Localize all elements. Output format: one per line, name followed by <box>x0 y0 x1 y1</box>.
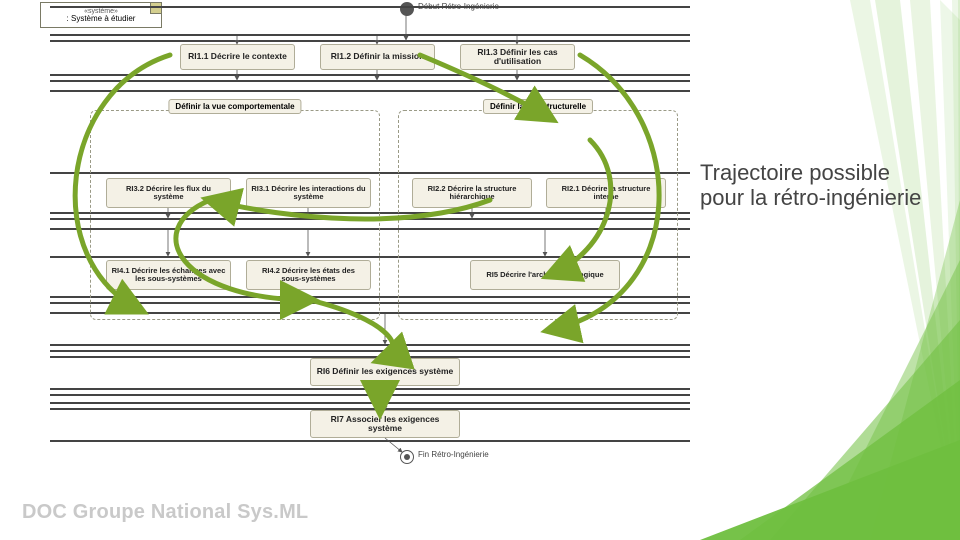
activity-ri1-2: RI1.2 Définir la mission <box>320 44 435 70</box>
corner-accent <box>700 0 960 540</box>
activity-ri3-2: RI3.2 Décrire les flux du système <box>106 178 231 208</box>
end-label: Fin Rétro-Ingénierie <box>418 450 489 459</box>
region-right-title: Définir la vue structurelle <box>483 99 593 114</box>
activity-ri4-2: RI4.2 Décrire les états des sous-système… <box>246 260 371 290</box>
activity-ri2-2: RI2.2 Décrire la structure hiérarchique <box>412 178 532 208</box>
activity-ri5: RI5 Décrire l'architecture logique <box>470 260 620 290</box>
swim-lane <box>50 344 690 352</box>
swim-lane <box>50 6 690 36</box>
activity-ri6: RI6 Définir les exigences système <box>310 358 460 386</box>
swim-lane <box>50 80 690 92</box>
slide-title: Trajectoire possible pour la rétro-ingén… <box>700 160 930 211</box>
activity-ri3-1: RI3.1 Décrire les interactions du systèm… <box>246 178 371 208</box>
activity-ri4-1: RI4.1 Décrire les échanges avec les sous… <box>106 260 231 290</box>
footer-watermark: DOC Groupe National Sys.ML <box>22 501 308 524</box>
activity-ri7: RI7 Associer les exigences système <box>310 410 460 438</box>
activity-diagram: «système» : Système à étudier Début Rétr… <box>50 0 690 480</box>
activity-ri1-3: RI1.3 Définir les cas d'utilisation <box>460 44 575 70</box>
activity-ri1-1: RI1.1 Décrire le contexte <box>180 44 295 70</box>
activity-ri2-1: RI2.1 Décrire la structure interne <box>546 178 666 208</box>
swim-lane <box>50 394 690 404</box>
end-node-icon <box>400 450 414 464</box>
region-left-title: Définir la vue comportementale <box>168 99 301 114</box>
slide: «système» : Système à étudier Début Rétr… <box>0 0 960 540</box>
